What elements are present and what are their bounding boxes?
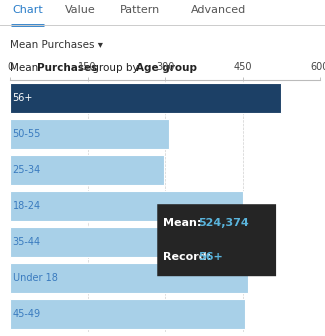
Text: group by: group by — [89, 63, 142, 73]
Bar — [10, 263, 248, 293]
Text: 56+: 56+ — [199, 252, 223, 262]
Text: Record:: Record: — [163, 252, 212, 262]
Text: 56+: 56+ — [13, 93, 33, 103]
Text: 45-49: 45-49 — [13, 309, 41, 319]
Text: Purchases: Purchases — [37, 63, 97, 73]
Bar — [10, 119, 169, 149]
Bar — [10, 227, 248, 257]
Text: Chart: Chart — [12, 5, 43, 15]
Text: Advanced: Advanced — [191, 5, 246, 15]
Bar — [10, 191, 242, 221]
Text: 50-55: 50-55 — [13, 129, 41, 139]
Text: Pattern: Pattern — [120, 5, 160, 15]
Text: Mean Purchases ▾: Mean Purchases ▾ — [10, 40, 103, 50]
Text: 18-24: 18-24 — [13, 201, 41, 211]
Bar — [10, 299, 245, 329]
Bar — [10, 155, 164, 185]
Text: Mean:: Mean: — [163, 218, 202, 228]
Text: 25-34: 25-34 — [13, 165, 41, 175]
Text: Value: Value — [65, 5, 96, 15]
Text: 524,374: 524,374 — [199, 218, 249, 228]
FancyBboxPatch shape — [157, 204, 276, 276]
Text: Mean: Mean — [10, 63, 42, 73]
Text: Age group: Age group — [136, 63, 197, 73]
Bar — [10, 83, 281, 113]
Text: 35-44: 35-44 — [13, 237, 41, 247]
Text: Under 18: Under 18 — [13, 273, 58, 283]
